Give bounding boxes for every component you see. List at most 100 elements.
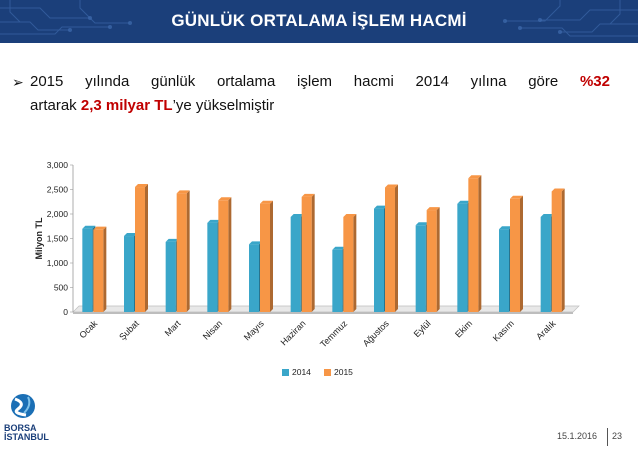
bar-top-2015-Haziran	[301, 193, 315, 197]
bar-top-2014-Mart	[165, 238, 179, 242]
bar-top-2014-Ağustos	[374, 205, 387, 209]
bar-2015-Ağustos	[385, 187, 395, 312]
bar-side-2015-Kasım	[520, 195, 523, 312]
bar-top-2014-Ocak	[82, 225, 96, 229]
bar-top-2015-Şubat	[135, 184, 148, 188]
bullet-line-2: artarak 2,3 milyar TL’ye yükselmiştir	[30, 97, 274, 114]
bar-2014-Ekim	[457, 203, 468, 312]
page-title: GÜNLÜK ORTALAMA İŞLEM HACMİ	[171, 11, 467, 30]
bar-top-2015-Mart	[176, 190, 190, 194]
bullet-percent: %32	[579, 73, 610, 90]
logo-text: BORSA İSTANBUL	[4, 424, 49, 442]
bar-side-2015-Ekim	[478, 175, 482, 312]
bar-2014-Eylül	[415, 225, 426, 312]
logo-line-2: İSTANBUL	[4, 432, 49, 442]
bar-2015-Şubat	[135, 187, 145, 312]
bar-2015-Mayıs	[260, 203, 270, 312]
bar-2014-Nisan	[207, 222, 218, 312]
slide-header: GÜNLÜK ORTALAMA İŞLEM HACMİ	[0, 0, 638, 43]
y-tick-label: 2,500	[47, 185, 69, 195]
bar-top-2015-Ekim	[468, 175, 482, 179]
bar-top-2014-Aralık	[540, 213, 554, 217]
bar-top-2015-Eylül	[426, 207, 440, 211]
bar-top-2015-Ağustos	[385, 184, 398, 188]
legend-label-2014: 2014	[292, 367, 311, 377]
arrow-bullet-icon: ➢	[12, 74, 24, 90]
bar-2015-Temmuz	[343, 216, 354, 312]
bar-top-2015-Ocak	[93, 226, 107, 230]
chart-floor-edge	[73, 312, 573, 314]
bar-top-2014-Eylül	[415, 222, 429, 226]
bar-top-2014-Nisan	[207, 219, 221, 223]
bar-2014-Şubat	[124, 236, 134, 312]
bar-side-2015-Şubat	[145, 184, 148, 312]
bar-2014-Kasım	[499, 229, 509, 312]
y-tick-label: 1,500	[47, 234, 69, 244]
bar-2015-Kasım	[510, 198, 520, 312]
bar-top-2015-Kasım	[510, 195, 523, 199]
x-tick-label: Aralık	[534, 318, 558, 342]
bar-side-2015-Ocak	[103, 226, 107, 312]
bar-top-2015-Temmuz	[343, 213, 357, 217]
bar-2015-Aralık	[551, 191, 562, 312]
bar-side-2015-Mart	[186, 190, 190, 312]
footer-separator	[607, 428, 608, 446]
bar-2014-Mart	[165, 241, 176, 312]
y-tick-label: 500	[54, 283, 68, 293]
bar-side-2015-Haziran	[311, 193, 315, 312]
bar-top-2014-Şubat	[124, 233, 137, 237]
legend-swatch-2014	[282, 369, 289, 376]
y-tick-label: 1,000	[47, 258, 69, 268]
bar-2014-Haziran	[290, 216, 301, 312]
bar-2015-Eylül	[426, 210, 437, 312]
bar-2014-Ağustos	[374, 208, 384, 312]
bar-2015-Mart	[176, 193, 187, 312]
legend-label-2015: 2015	[334, 367, 353, 377]
bullet-text-part1: 2015 yılında günlük ortalama işlem hacmi…	[30, 73, 580, 90]
bar-side-2015-Nisan	[228, 197, 232, 312]
bullet-line-1: 2015 yılında günlük ortalama işlem hacmi…	[30, 70, 610, 94]
bar-side-2015-Mayıs	[270, 200, 273, 312]
bar-side-2015-Temmuz	[353, 213, 357, 312]
bar-side-2015-Eylül	[436, 207, 440, 312]
bullet-text: ➢ 2015 yılında günlük ortalama işlem hac…	[12, 70, 610, 118]
bar-top-2014-Temmuz	[332, 246, 346, 250]
x-tick-label: Mayıs	[242, 318, 266, 342]
x-tick-label: Ekim	[453, 318, 474, 339]
legend-swatch-2015	[324, 369, 331, 376]
bar-2015-Ocak	[93, 229, 104, 312]
page-number: 23	[612, 431, 623, 441]
x-tick-label: Temmuz	[318, 318, 349, 349]
y-tick-label: 0	[63, 307, 68, 317]
x-tick-label: Nisan	[201, 318, 224, 341]
bullet-text-part3: ’ye yükselmiştir	[172, 97, 275, 114]
x-tick-label: Mart	[163, 318, 183, 338]
bar-2015-Haziran	[301, 196, 312, 312]
bar-2015-Ekim	[468, 178, 479, 312]
bar-2014-Ocak	[82, 228, 93, 312]
bar-top-2015-Aralık	[551, 188, 565, 192]
borsa-istanbul-logo	[11, 394, 35, 418]
bar-top-2014-Haziran	[290, 213, 304, 217]
bar-side-2015-Aralık	[561, 188, 565, 312]
bar-top-2014-Mayıs	[249, 241, 262, 245]
x-tick-label: Şubat	[117, 318, 141, 342]
bar-top-2014-Ekim	[457, 200, 471, 204]
y-tick-label: 2,000	[47, 209, 69, 219]
x-tick-label: Ağustos	[361, 318, 391, 348]
bar-2014-Mayıs	[249, 244, 259, 312]
bullet-amount: 2,3 milyar TL	[80, 97, 173, 114]
x-tick-label: Ocak	[77, 318, 99, 340]
y-axis-label: Milyon TL	[34, 217, 44, 259]
x-tick-label: Kasım	[491, 318, 516, 343]
logo-line-1: BORSA	[4, 423, 37, 433]
circuit-pattern	[0, 0, 638, 37]
bar-2014-Aralık	[540, 216, 551, 312]
bullet-text-part2: artarak	[30, 97, 81, 114]
x-tick-label: Eylül	[412, 318, 433, 339]
x-tick-label: Haziran	[279, 318, 308, 347]
footer-date: 15.1.2016	[557, 431, 598, 441]
bar-side-2015-Ağustos	[395, 184, 398, 312]
bar-2014-Temmuz	[332, 249, 343, 312]
